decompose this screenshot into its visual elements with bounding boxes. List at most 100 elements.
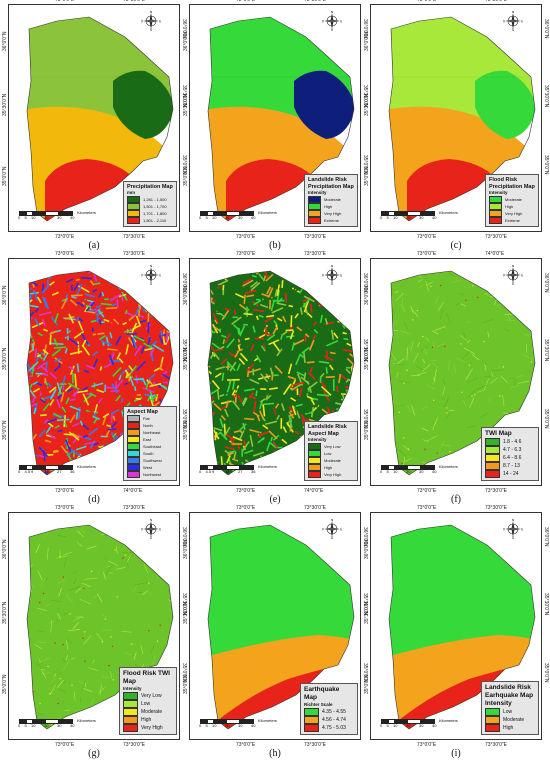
legend-item-label: High: [324, 465, 333, 470]
legend-swatch: [127, 450, 140, 457]
legend-item: High: [485, 724, 535, 732]
legend-item-label: West: [143, 465, 153, 470]
right-coordinate-label: 35°0'0"N: [543, 663, 549, 683]
left-coordinate-label: 35°0'0"N: [364, 674, 370, 694]
scale-tick-label: 10: [31, 723, 36, 728]
legend-item-label: 1.8 - 4.6: [503, 439, 522, 445]
top-coordinate-label: 73°30'0"E: [123, 505, 145, 511]
bottom-coordinate-label: 73°0'0"E: [55, 234, 75, 240]
left-coordinate-label: 35°30'0"N: [183, 347, 189, 370]
map-legend: TWI Map 1.8 - 4.6 4.7 - 6.3 6.4 - 8.6 8.7 - …: [481, 427, 539, 481]
legend-title: TWI Map: [485, 430, 512, 437]
legend-swatch: [485, 470, 500, 478]
legend-subtitle: mm: [127, 190, 136, 195]
svg-text:S: S: [150, 282, 153, 285]
scale-tick-label: 0: [380, 723, 383, 728]
scale-tick-label: 40: [70, 723, 75, 728]
scale-tick-label: 30: [238, 723, 243, 728]
legend-item: 8.7 - 13: [485, 462, 535, 470]
svg-text:N: N: [512, 11, 515, 14]
bottom-coordinate-label: 73°30'0"E: [485, 488, 507, 494]
legend-swatch: [127, 203, 140, 210]
legend-swatch: [127, 217, 140, 224]
left-coordinate-label: 35°0'0"N: [364, 420, 370, 440]
panel-caption: (g): [88, 748, 100, 759]
svg-text:E: E: [159, 528, 161, 532]
legend-item-label: North: [143, 423, 153, 428]
right-coordinate-label: 36°0'0"N: [543, 19, 549, 39]
top-coordinate-label: 73°0'0"E: [55, 505, 75, 511]
legend-item: 4.56 - 4.74: [304, 716, 354, 724]
legend-item-label: 8.7 - 13: [503, 463, 520, 469]
top-coordinate-label: 74°0'0"E: [485, 251, 505, 257]
left-coordinate-label: 35°30'0"N: [364, 601, 370, 624]
top-coordinate-label: 73°0'0"E: [236, 0, 256, 3]
north-arrow-icon: N S E W: [502, 518, 525, 540]
left-coordinate-label: 35°30'0"N: [2, 93, 8, 116]
legend-item-label: 4.35 - 4.55: [322, 709, 346, 715]
legend-item: 4.35 - 4.55: [304, 708, 354, 716]
top-coordinate-label: 73°0'0"E: [236, 505, 256, 511]
legend-swatch: [308, 443, 321, 450]
svg-text:E: E: [521, 20, 523, 24]
bottom-coordinate-label: 73°0'0"E: [417, 234, 437, 240]
left-coordinate-label: 35°30'0"N: [183, 601, 189, 624]
legend-item-label: Flat: [143, 416, 150, 421]
legend-title: Landslide Risk Precipitation Map: [308, 177, 354, 190]
legend-item: High: [308, 464, 354, 471]
legend-swatch: [308, 471, 321, 478]
scale-tick-label: 20: [225, 215, 230, 220]
left-coordinate-label: 36°0'0"N: [2, 539, 8, 559]
scale-segment: [58, 719, 73, 724]
right-coordinate-label: 35°30'0"N: [543, 339, 549, 362]
legend-item: Moderate: [123, 708, 173, 716]
svg-text:W: W: [322, 20, 325, 24]
legend-item-label: 14 - 24: [503, 471, 519, 477]
svg-text:N: N: [150, 11, 153, 14]
legend-swatch: [485, 446, 500, 454]
map-legend: Precipitation Map mm 1,281 - 1,500 1,501 - …: [123, 180, 177, 227]
legend-item-label: Very High: [141, 725, 163, 731]
legend-item: High: [308, 203, 354, 210]
panel-caption: (a): [88, 240, 100, 251]
scale-tick-label: 0: [199, 723, 202, 728]
map-legend: Aspect Map Flat North Northeast East Southeas…: [123, 405, 177, 481]
legend-subtitle: Intensity: [123, 686, 142, 691]
map-panel-b: 73°0'0"E 73°30'0"E 73°0'0"E 73°30'0"E 36°0'0…: [183, 0, 368, 240]
legend-item-label: Extreme: [324, 218, 339, 223]
legend-item-label: Very High: [505, 211, 523, 216]
panel-caption: (b): [269, 240, 281, 251]
scale-tick-label: 20: [225, 723, 230, 728]
top-coordinate-label: 73°30'0"E: [485, 0, 507, 3]
svg-text:E: E: [340, 528, 342, 532]
legend-item: West: [127, 464, 173, 471]
scale-tick-label: 5: [386, 723, 389, 728]
panel-caption: (f): [451, 494, 461, 505]
legend-item-label: Moderate: [503, 717, 525, 723]
left-coordinate-label: 35°0'0"N: [183, 166, 189, 186]
scale-tick-label: 30: [419, 215, 424, 220]
north-arrow-icon: N S E W: [140, 264, 163, 286]
svg-text:N: N: [512, 265, 515, 268]
left-coordinate-label: 36°0'0"N: [183, 285, 189, 305]
legend-title: Precipitation Map: [127, 183, 173, 190]
north-arrow-icon: N S E W: [140, 10, 163, 32]
legend-swatch: [308, 450, 321, 457]
scale-tick-label: 30: [419, 469, 424, 474]
legend-swatch: [489, 210, 502, 217]
legend-item-label: 1,281 - 1,500: [143, 197, 167, 202]
legend-item-label: Moderate: [324, 458, 341, 463]
scale-tick-label: 10: [393, 215, 398, 220]
legend-item-label: High: [505, 204, 514, 209]
scale-tick-label: 20: [44, 723, 49, 728]
left-coordinate-label: 35°30'0"N: [2, 347, 8, 370]
legend-swatch: [123, 716, 138, 724]
legend-item-label: High: [324, 204, 333, 209]
legend-subtitle: Richter Scale: [304, 702, 333, 707]
svg-text:N: N: [150, 519, 153, 522]
scale-tick-label: 40: [432, 215, 437, 220]
north-arrow-icon: N S E W: [321, 518, 344, 540]
scale-tick-label: 18: [225, 469, 230, 474]
legend-item: 1,281 - 1,500: [127, 196, 173, 203]
scale-tick-label: 0: [18, 215, 21, 220]
